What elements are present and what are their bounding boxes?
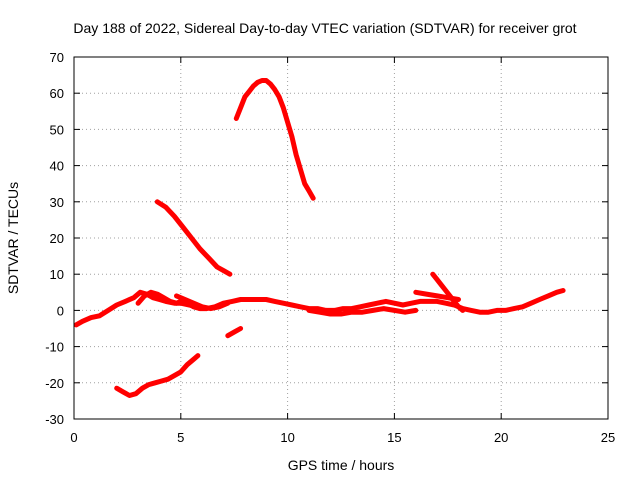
series-descending-arc — [154, 199, 233, 277]
x-tick-labels: 0 5 10 15 20 25 — [70, 430, 615, 445]
x-tick-label: 25 — [601, 430, 615, 445]
series-upper-bump-2 — [174, 293, 231, 312]
x-tick-label: 10 — [280, 430, 294, 445]
y-tick-label: 0 — [57, 303, 64, 318]
axis-ticks — [73, 56, 609, 420]
gridlines — [74, 57, 608, 419]
data-series — [73, 78, 566, 398]
y-tick-label: -10 — [45, 340, 64, 355]
x-tick-label: 0 — [70, 430, 77, 445]
series-late-offset — [413, 289, 461, 302]
y-axis-label: SDTVAR / TECUs — [5, 182, 21, 294]
y-tick-label: 20 — [50, 231, 64, 246]
x-tick-label: 5 — [177, 430, 184, 445]
series-negative-arc — [114, 353, 201, 398]
series-upper-bump — [135, 289, 209, 312]
series-small-segment — [225, 326, 244, 339]
x-axis-label: GPS time / hours — [288, 457, 395, 473]
y-tick-label: 40 — [50, 159, 64, 174]
x-tick-label: 15 — [387, 430, 401, 445]
y-tick-label: 10 — [50, 267, 64, 282]
y-tick-label: 60 — [50, 86, 64, 101]
series-lower-band — [306, 306, 419, 317]
series-peak-arc — [233, 78, 316, 201]
y-tick-labels: -30 -20 -10 0 10 20 30 40 50 60 70 — [45, 50, 64, 427]
series-late-arc — [430, 271, 466, 313]
y-tick-label: 50 — [50, 122, 64, 137]
x-tick-label: 20 — [494, 430, 508, 445]
y-tick-label: -20 — [45, 376, 64, 391]
y-tick-label: 30 — [50, 195, 64, 210]
chart-title: Day 188 of 2022, Sidereal Day-to-day VTE… — [73, 20, 576, 36]
y-tick-label: -30 — [45, 412, 64, 427]
y-tick-label: 70 — [50, 50, 64, 65]
